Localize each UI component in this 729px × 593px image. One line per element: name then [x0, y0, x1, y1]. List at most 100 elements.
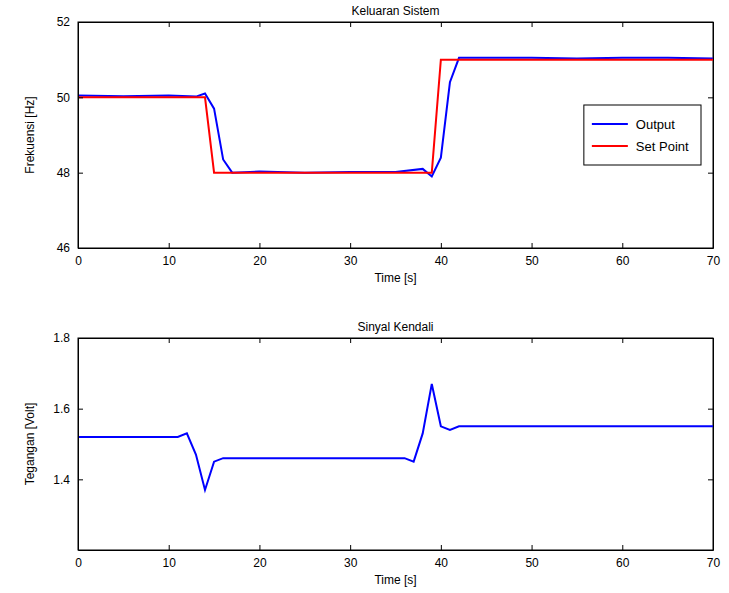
tick-label: 0	[75, 556, 82, 570]
tick: 30	[344, 545, 358, 570]
tick-mark	[441, 338, 442, 343]
axis-line	[79, 550, 714, 551]
tick-mark	[169, 22, 170, 27]
tick	[622, 22, 623, 27]
tick-label: 10	[163, 254, 177, 268]
x-axis-top	[79, 338, 714, 343]
tick-mark	[169, 545, 170, 550]
axis-line	[78, 339, 79, 551]
tick-label: 30	[344, 556, 358, 570]
tick	[708, 97, 713, 98]
tick	[708, 479, 713, 480]
tick	[708, 338, 713, 339]
y-axis: 1.4 1.6 1.8	[53, 331, 83, 550]
tick: 20	[253, 545, 267, 570]
tick-label: 10	[163, 556, 177, 570]
tick-mark	[78, 22, 83, 23]
tick-mark	[350, 545, 351, 550]
tick-label: 52	[57, 15, 71, 29]
x-axis-top	[79, 22, 714, 27]
tick-label: 48	[57, 166, 71, 180]
tick: 20	[253, 243, 267, 268]
tick-mark	[708, 338, 713, 339]
tick-label: 1.4	[53, 473, 70, 487]
legend-swatch	[592, 145, 628, 147]
legend: OutputSet Point	[584, 105, 701, 165]
tick-mark	[708, 248, 713, 249]
tick-label: 70	[707, 254, 721, 268]
tick	[622, 338, 623, 343]
legend-swatch	[592, 123, 628, 125]
axis-line	[79, 22, 714, 23]
legend-label: Set Point	[636, 139, 689, 154]
tick-label: 20	[253, 254, 267, 268]
tick	[169, 22, 170, 27]
x-axis-title: Time [s]	[374, 573, 416, 587]
tick-mark	[350, 338, 351, 343]
tick	[708, 409, 713, 410]
tick: 50	[57, 91, 83, 105]
axis-line	[713, 339, 714, 551]
series-line	[78, 384, 713, 490]
tick-mark	[622, 22, 623, 27]
chart-title: Sinyal Kendali	[357, 320, 433, 334]
x-axis: 0 10 20 30 40 50 60 70	[75, 243, 720, 268]
tick-mark	[350, 243, 351, 248]
tick-mark	[532, 545, 533, 550]
x-axis-title: Time [s]	[374, 271, 416, 285]
tick-mark	[622, 243, 623, 248]
tick	[259, 338, 260, 343]
tick-mark	[708, 479, 713, 480]
tick-mark	[259, 22, 260, 27]
tick-mark	[532, 243, 533, 248]
tick	[441, 22, 442, 27]
tick-mark	[78, 248, 83, 249]
tick-mark	[441, 22, 442, 27]
chart-title: Keluaran Sistem	[351, 4, 439, 18]
tick	[350, 338, 351, 343]
tick	[532, 338, 533, 343]
tick	[441, 338, 442, 343]
tick: 40	[435, 243, 449, 268]
tick-mark	[169, 338, 170, 343]
tick-mark	[259, 243, 260, 248]
tick	[708, 22, 713, 23]
tick-mark	[708, 97, 713, 98]
tick	[708, 248, 713, 249]
tick-mark	[708, 22, 713, 23]
tick-label: 60	[616, 556, 630, 570]
tick-label: 50	[525, 556, 539, 570]
panel: 0 10 20 30 40 50 60 70 46 48 50 52 Keluaran Sistem Ti…	[23, 4, 720, 285]
plot-area	[78, 22, 713, 248]
tick-mark	[532, 22, 533, 27]
y-axis-right	[708, 23, 714, 249]
tick	[259, 22, 260, 27]
tick: 50	[525, 243, 539, 268]
tick: 60	[616, 545, 630, 570]
axis-line	[713, 23, 714, 249]
tick-label: 0	[75, 254, 82, 268]
tick-label: 40	[435, 254, 449, 268]
tick: 1.6	[53, 402, 83, 416]
panel: 0102030405060701.41.61.8Sinyal KendaliTi…	[23, 320, 720, 587]
tick	[532, 22, 533, 27]
tick-mark	[441, 545, 442, 550]
y-axis: 46 48 50 52	[57, 15, 83, 255]
tick-label: 1.8	[53, 331, 70, 345]
tick-mark	[78, 173, 83, 174]
tick-mark	[78, 97, 83, 98]
tick-label: 60	[616, 254, 630, 268]
tick-mark	[622, 338, 623, 343]
lines	[78, 58, 713, 177]
tick: 60	[616, 243, 630, 268]
tick: 1.8	[53, 331, 83, 345]
tick: 46	[57, 241, 83, 255]
tick-label: 30	[344, 254, 358, 268]
y-axis-title: Tegangan [Volt]	[23, 403, 37, 486]
tick-label: 20	[253, 556, 267, 570]
axis-line	[78, 23, 79, 249]
lines	[78, 384, 713, 490]
x-axis: 010203040506070	[75, 545, 720, 570]
tick: 10	[163, 243, 177, 268]
y-axis-right	[708, 339, 714, 551]
